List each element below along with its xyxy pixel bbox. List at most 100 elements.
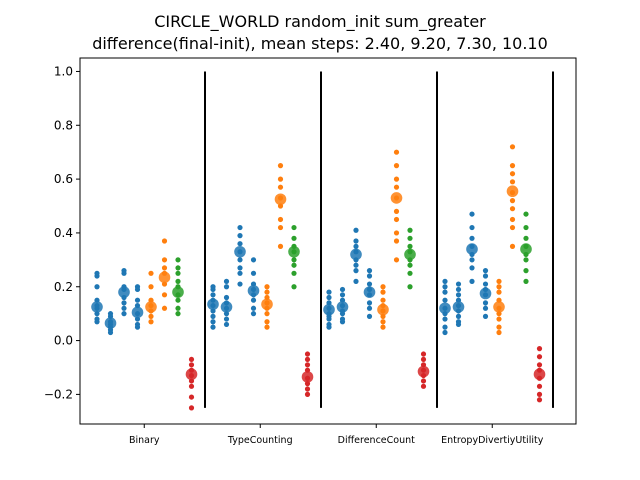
- y-tick-label: 0.8: [54, 118, 73, 132]
- data-point: [509, 179, 516, 185]
- data-point: [536, 346, 543, 352]
- data-point: [393, 238, 400, 244]
- mean-marker: [104, 317, 117, 329]
- data-point: [380, 319, 386, 325]
- data-point: [277, 184, 284, 190]
- data-point: [148, 313, 154, 319]
- data-point: [210, 324, 216, 330]
- data-point: [455, 313, 462, 319]
- data-point: [496, 284, 502, 290]
- mean-marker: [158, 271, 171, 284]
- data-point: [175, 257, 181, 263]
- data-point: [523, 257, 529, 263]
- data-point: [353, 238, 359, 244]
- data-point: [380, 289, 386, 295]
- data-point: [121, 270, 127, 276]
- data-point: [442, 316, 448, 322]
- data-point: [482, 313, 489, 319]
- data-point: [407, 284, 413, 290]
- data-point: [509, 243, 516, 249]
- data-point: [496, 329, 502, 336]
- mean-marker: [493, 301, 505, 313]
- data-point: [175, 270, 181, 276]
- mean-marker: [301, 371, 314, 383]
- mean-marker: [506, 185, 519, 198]
- x-tick-label: TypeCounting: [227, 435, 293, 446]
- data-point: [482, 281, 489, 287]
- data-point: [134, 297, 141, 303]
- data-point: [455, 292, 462, 298]
- data-point: [523, 224, 529, 231]
- mean-marker: [247, 284, 260, 297]
- data-point: [326, 316, 332, 322]
- data-point: [304, 391, 311, 397]
- x-tick-label: EntropyDivertiyUtility: [441, 435, 544, 446]
- data-point: [250, 270, 257, 276]
- data-point: [469, 257, 475, 263]
- data-point: [326, 294, 332, 301]
- data-point: [188, 394, 195, 400]
- y-tick-label: 1.0: [54, 64, 73, 78]
- mean-marker: [466, 243, 478, 255]
- data-point: [407, 235, 413, 241]
- data-point: [148, 284, 154, 290]
- data-point: [407, 227, 413, 233]
- data-point: [523, 278, 529, 284]
- data-point: [442, 329, 448, 336]
- data-point: [161, 265, 168, 271]
- mean-marker: [118, 286, 130, 298]
- mean-marker: [145, 301, 157, 313]
- data-point: [393, 184, 400, 190]
- data-point: [223, 316, 230, 322]
- data-point: [161, 238, 168, 244]
- mean-marker: [185, 368, 198, 381]
- data-point: [455, 281, 462, 287]
- data-point: [188, 405, 195, 411]
- data-point: [210, 286, 216, 293]
- mean-marker: [363, 286, 376, 298]
- data-point: [366, 281, 373, 287]
- data-point: [442, 297, 448, 303]
- data-point: [188, 383, 195, 389]
- data-point: [482, 305, 489, 311]
- data-point: [264, 284, 270, 290]
- data-point: [380, 284, 386, 290]
- data-point: [277, 243, 284, 249]
- data-point: [121, 311, 127, 317]
- data-point: [366, 300, 373, 306]
- data-point: [161, 305, 168, 311]
- mean-marker: [452, 301, 465, 313]
- data-point: [237, 233, 243, 239]
- data-point: [353, 268, 359, 274]
- group-separators: [204, 71, 554, 408]
- data-point: [509, 224, 516, 231]
- data-point: [509, 163, 516, 169]
- data-point: [304, 356, 311, 363]
- data-point: [509, 171, 516, 177]
- mean-marker: [404, 248, 416, 261]
- data-point: [121, 300, 127, 306]
- data-point: [469, 211, 475, 217]
- y-tick-label: 0.0: [54, 334, 73, 348]
- data-point: [161, 292, 168, 298]
- data-point: [420, 356, 427, 363]
- data-point: [237, 265, 243, 271]
- data-point: [442, 324, 448, 330]
- data-point: [210, 319, 216, 325]
- data-point: [175, 265, 181, 271]
- data-point: [366, 313, 373, 319]
- data-point: [536, 383, 543, 389]
- data-point: [469, 224, 475, 231]
- data-point: [250, 311, 257, 317]
- data-point: [175, 297, 181, 303]
- data-point: [291, 235, 297, 241]
- data-point: [223, 278, 230, 284]
- data-point: [175, 278, 181, 284]
- data-point: [509, 216, 516, 223]
- data-point: [455, 321, 462, 328]
- data-point: [237, 241, 243, 247]
- mean-marker: [234, 245, 246, 258]
- data-point: [469, 265, 475, 271]
- data-point: [250, 297, 257, 303]
- data-point: [442, 278, 448, 284]
